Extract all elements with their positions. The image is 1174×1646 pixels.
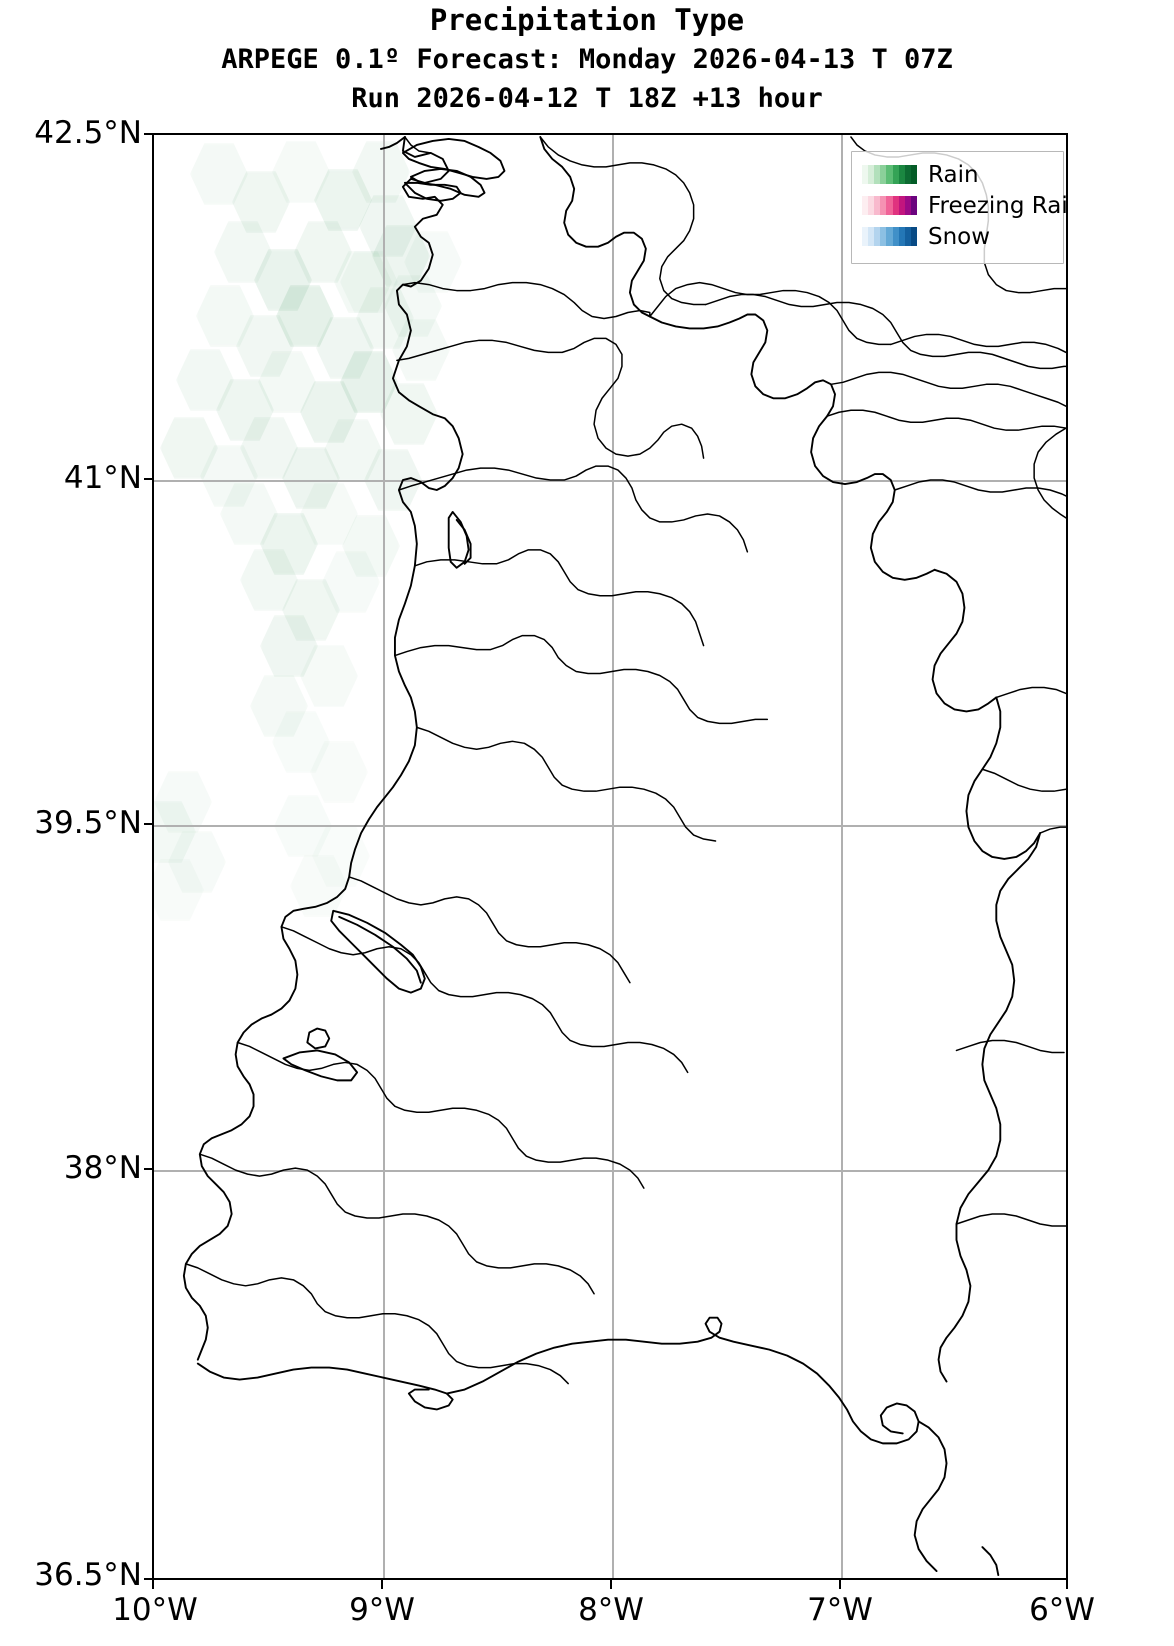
coastline-algarve-east — [447, 1318, 919, 1444]
gridline-9w — [383, 135, 385, 1578]
x-tick-mark-9w — [381, 1580, 383, 1589]
coastline-ria-inlet-2 — [405, 183, 461, 201]
border-spain-interior-1 — [831, 372, 1066, 406]
legend-label-snow: Snow — [928, 223, 991, 250]
border-spain-interior-6 — [956, 1040, 1064, 1052]
y-tick-mark-42-5 — [144, 133, 153, 135]
snow-gradient-swatch — [862, 227, 917, 246]
x-tick-label-7w: 7°W — [807, 1592, 873, 1628]
district-boundary-beira-2 — [395, 636, 767, 724]
district-boundary-alentejo-2 — [200, 1154, 594, 1294]
legend-label-freezing-rain: Freezing Rain — [928, 192, 1068, 219]
coastline-west — [184, 137, 463, 1360]
y-tick-mark-41 — [144, 478, 153, 480]
border-spain-north-2 — [891, 334, 1066, 352]
coastline-south-spain-inlet — [982, 1547, 998, 1575]
district-boundary-estremadura-1 — [417, 727, 716, 841]
border-spain-nw-4 — [1034, 428, 1066, 518]
border-east-raia-guadiana — [939, 833, 1041, 1381]
gridline-7w — [841, 135, 843, 1578]
legend-label-rain: Rain — [928, 161, 979, 188]
district-boundary-minho-2 — [397, 338, 704, 458]
border-spain-north-1 — [650, 283, 891, 345]
title-block: Precipitation Type ARPEGE 0.1º Forecast:… — [0, 0, 1174, 118]
district-boundary-algarve-north — [186, 1264, 568, 1384]
district-boundary-alentejo-1 — [238, 1042, 644, 1188]
x-tick-label-9w: 9°W — [349, 1592, 415, 1628]
border-east-raia — [650, 315, 935, 580]
border-spain-nw-1 — [540, 137, 705, 305]
coastline-aveiro-inner — [457, 520, 471, 564]
border-spain-nw-3 — [827, 410, 1066, 430]
x-tick-mark-10w — [152, 1580, 154, 1589]
gridline-38n — [154, 1170, 1066, 1172]
coastline-tagus-islet — [307, 1029, 329, 1049]
y-tick-mark-38 — [144, 1168, 153, 1170]
x-tick-label-10w: 10°W — [112, 1592, 198, 1628]
gridline-41n — [154, 480, 1066, 482]
coastline-south-spain — [915, 1421, 947, 1571]
border-spain-interior-4 — [1040, 827, 1066, 833]
district-boundary-lisboa — [281, 927, 687, 1073]
run-subtitle: Run 2026-04-12 T 18Z +13 hour — [351, 83, 823, 114]
border-spain-interior-7 — [982, 769, 1066, 791]
district-boundary-minho-1 — [403, 283, 650, 319]
border-spain-interior-3 — [996, 687, 1066, 697]
legend-item-snow[interactable]: Snow — [862, 221, 1055, 252]
coastline-rias-north — [403, 139, 505, 179]
page-title: Precipitation Type — [429, 3, 745, 37]
border-spain-interior-5 — [956, 1214, 1066, 1226]
map-plot-area[interactable]: Rain Freezing Rain — [152, 133, 1068, 1580]
x-tick-mark-8w — [610, 1580, 612, 1589]
y-tick-label-42-5: 42.5°N — [34, 115, 142, 151]
x-tick-label-6w: 6°W — [1029, 1592, 1095, 1628]
y-tick-mark-39-5 — [144, 823, 153, 825]
coastline-tagus-estuary — [331, 911, 425, 993]
gridline-8w — [612, 135, 614, 1578]
y-tick-label-38: 38°N — [63, 1150, 142, 1186]
gridline-39-5n — [154, 825, 1066, 827]
border-east-raia-mid — [933, 570, 997, 712]
x-tick-label-8w: 8°W — [578, 1592, 644, 1628]
district-boundary-beira-1 — [415, 550, 704, 646]
rain-gradient-swatch — [862, 165, 917, 184]
border-east-raia-south — [966, 697, 1040, 859]
freezing-rain-gradient-swatch — [862, 196, 917, 215]
coastline-top-1 — [381, 137, 405, 149]
border-north-coast-to-inland — [405, 137, 431, 153]
x-tick-mark-7w — [839, 1580, 841, 1589]
y-tick-mark-36-5 — [144, 1578, 153, 1580]
y-tick-label-39-5: 39.5°N — [34, 805, 142, 841]
x-tick-mark-6w — [1066, 1580, 1068, 1589]
coastline-north-edge — [540, 137, 650, 317]
legend-item-freezing-rain[interactable]: Freezing Rain — [862, 190, 1066, 221]
legend-item-rain[interactable]: Rain — [862, 159, 1055, 190]
district-boundary-douro — [399, 466, 747, 552]
district-boundary-estremadura-2 — [349, 877, 630, 983]
forecast-subtitle: ARPEGE 0.1º Forecast: Monday 2026-04-13 … — [221, 44, 953, 75]
y-tick-label-36-5: 36.5°N — [34, 1557, 142, 1593]
border-spain-interior-2 — [895, 480, 1066, 496]
coastline-sado-estuary — [283, 1050, 357, 1080]
y-tick-label-41: 41°N — [63, 460, 142, 496]
map-outlines — [154, 135, 1066, 1578]
coastline-algarve-south — [198, 1364, 453, 1410]
legend[interactable]: Rain Freezing Rain — [851, 151, 1066, 264]
border-spain-nw-2 — [706, 295, 1066, 369]
